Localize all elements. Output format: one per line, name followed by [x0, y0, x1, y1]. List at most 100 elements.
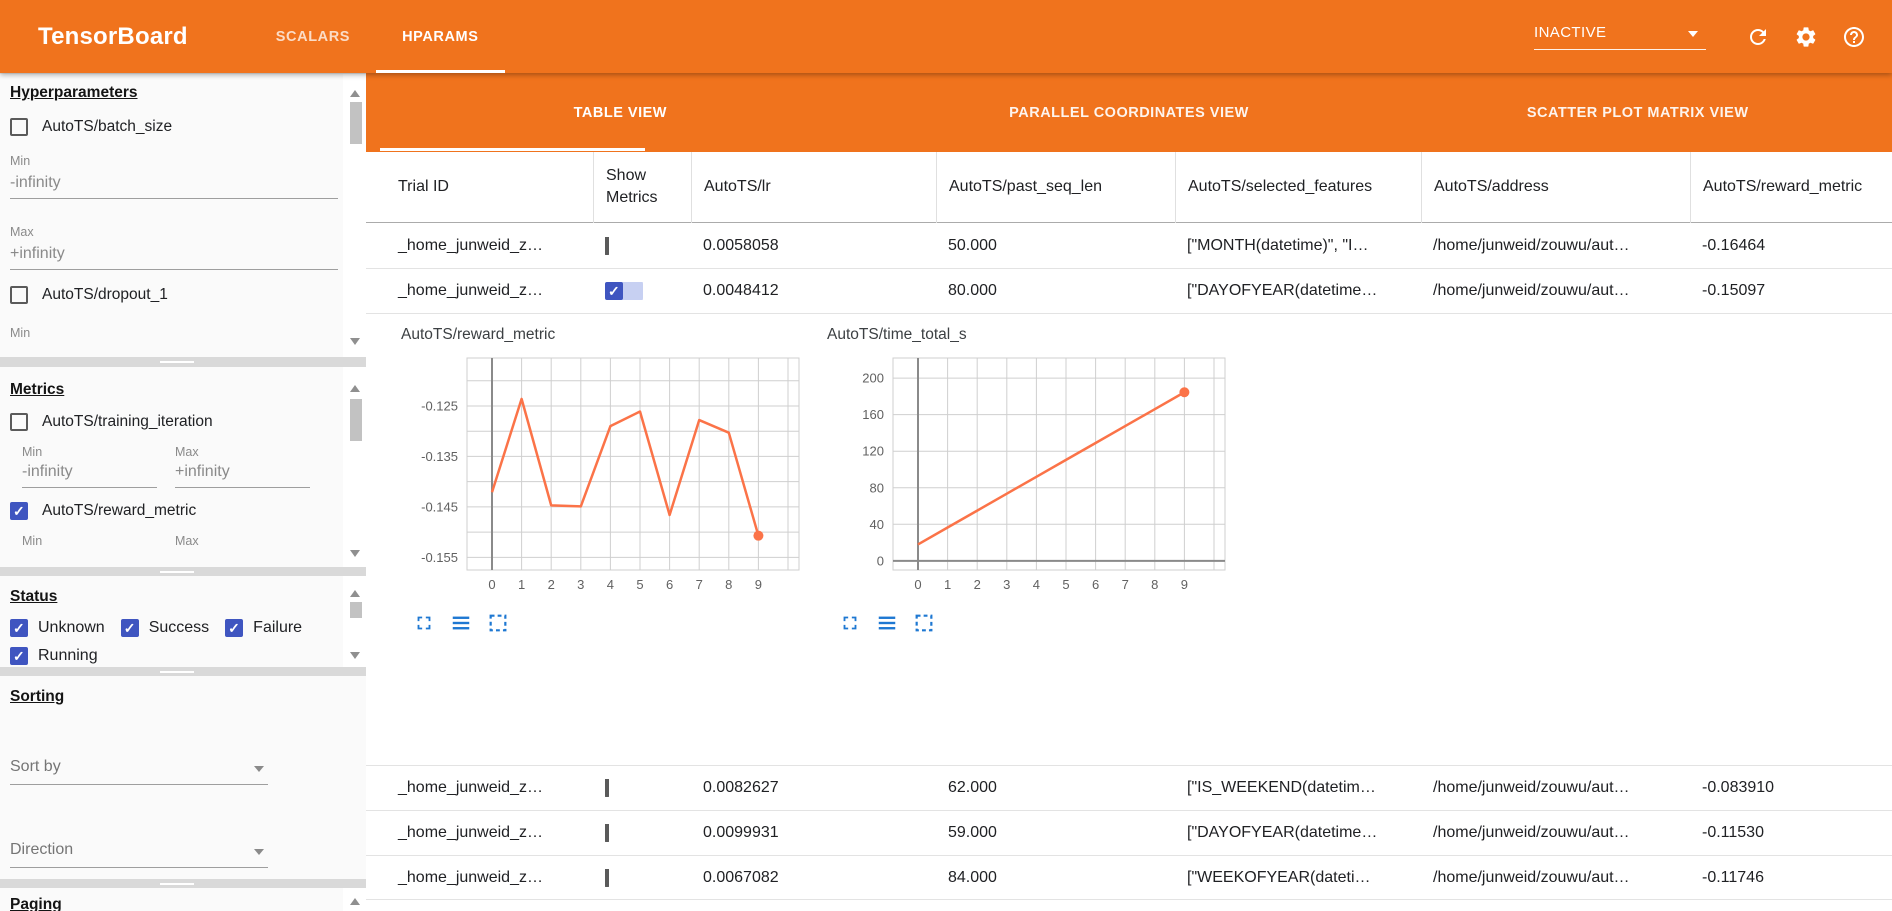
training-iteration-checkbox[interactable] [10, 413, 28, 431]
reward-metric-cell: -0.11746 [1702, 868, 1764, 886]
status-success[interactable]: Success [120, 619, 209, 637]
col-reward-metric[interactable]: AutoTS/reward_metric [1690, 151, 1892, 223]
scrollbar-track[interactable] [343, 367, 366, 567]
batch-size-min-input[interactable] [10, 172, 338, 199]
scroll-up-icon[interactable] [350, 898, 360, 905]
dropout-checkbox[interactable] [10, 286, 28, 304]
training-iteration-max-input[interactable] [175, 461, 310, 488]
direction-select[interactable]: Direction [10, 841, 268, 868]
status-options: Unknown Success Failure Running [10, 619, 322, 665]
table-row[interactable]: _home_junweid_z… 0.0058058 50.000 ["MONT… [366, 223, 1892, 268]
view-data-button[interactable] [450, 612, 472, 634]
scrollbar-thumb[interactable] [350, 602, 362, 618]
view-data-button[interactable] [876, 612, 898, 634]
trial-id-cell: _home_junweid_z… [398, 824, 543, 841]
metric-training-iteration[interactable]: AutoTS/training_iteration [10, 413, 338, 431]
scrollbar-track[interactable] [343, 576, 366, 667]
panel-resize-handle[interactable] [0, 667, 366, 677]
status-failure[interactable]: Failure [225, 619, 302, 637]
select-region-button[interactable] [913, 612, 935, 634]
panel-resize-handle[interactable] [0, 879, 366, 889]
col-show-metrics[interactable]: Show Metrics [593, 151, 691, 223]
sort-by-select[interactable]: Sort by [10, 758, 268, 785]
scrollbar-track[interactable] [343, 74, 366, 357]
scroll-up-icon[interactable] [350, 385, 360, 392]
table-row[interactable]: _home_junweid_z… 0.0082627 62.000 ["IS_W… [366, 765, 1892, 810]
tab-parallel-coordinates-view[interactable]: PARALLEL COORDINATES VIEW [1009, 104, 1249, 121]
svg-text:0: 0 [877, 553, 884, 568]
panel-resize-handle[interactable] [0, 567, 366, 577]
reward-metric-cell: -0.083910 [1702, 779, 1775, 796]
tab-hparams[interactable]: HPARAMS [376, 0, 505, 73]
chevron-down-icon [254, 849, 264, 855]
batch-size-checkbox[interactable] [10, 118, 28, 136]
col-trial-id[interactable]: Trial ID [398, 178, 449, 195]
line-chart[interactable]: 200 160 120 80 40 0 0 1 2 3 4 5 6 7 8 9 [823, 352, 1233, 602]
scroll-up-icon[interactable] [350, 90, 360, 97]
table-row[interactable]: _home_junweid_z… 0.0067082 84.000 ["WEEK… [366, 855, 1892, 900]
training-iteration-min-input[interactable] [22, 461, 157, 488]
expand-chart-button[interactable] [839, 612, 861, 634]
col-past-seq-len[interactable]: AutoTS/past_seq_len [936, 151, 1175, 223]
active-tab-indicator [380, 148, 645, 151]
lr-cell: 0.0082627 [703, 779, 779, 796]
col-selected-features[interactable]: AutoTS/selected_features [1175, 151, 1421, 223]
scroll-down-icon[interactable] [350, 652, 360, 659]
lr-cell: 0.0067082 [703, 868, 779, 886]
col-lr[interactable]: AutoTS/lr [691, 151, 936, 223]
svg-text:6: 6 [666, 577, 673, 592]
table-row[interactable]: _home_junweid_z… 0.0048412 80.000 ["DAYO… [366, 268, 1892, 313]
show-metrics-checkbox[interactable] [605, 282, 623, 300]
reward-metric-checkbox[interactable] [10, 502, 28, 520]
status-running[interactable]: Running [10, 647, 98, 665]
scroll-down-icon[interactable] [350, 550, 360, 557]
hparam-dropout[interactable]: AutoTS/dropout_1 [10, 286, 338, 304]
show-metrics-checkbox[interactable] [605, 868, 609, 887]
svg-text:-0.125: -0.125 [421, 398, 458, 413]
rows-icon [452, 616, 470, 630]
running-checkbox[interactable] [10, 647, 28, 665]
help-button[interactable] [1842, 25, 1866, 49]
settings-button[interactable] [1794, 25, 1818, 49]
reload-button[interactable] [1746, 25, 1770, 49]
tab-scatter-plot-matrix-view[interactable]: SCATTER PLOT MATRIX VIEW [1526, 104, 1749, 121]
tab-table-view[interactable]: TABLE VIEW [366, 73, 875, 152]
show-metrics-checkbox[interactable] [605, 779, 609, 797]
svg-text:4: 4 [1033, 577, 1040, 592]
panel-resize-handle[interactable] [0, 357, 366, 367]
fullscreen-icon [843, 616, 857, 630]
metric-reward[interactable]: AutoTS/reward_metric [10, 502, 338, 520]
past-seq-len-cell: 62.000 [948, 779, 997, 796]
run-status-select[interactable]: INACTIVE [1534, 24, 1706, 50]
help-icon [1844, 26, 1864, 47]
lr-cell: 0.0099931 [703, 824, 779, 841]
trial-id-cell: _home_junweid_z… [398, 236, 543, 254]
table-row[interactable]: _home_junweid_z… 0.0099931 59.000 ["DAYO… [366, 810, 1892, 855]
expand-chart-button[interactable] [413, 612, 435, 634]
batch-size-max-input[interactable] [10, 243, 338, 270]
sorting-heading: Sorting [10, 688, 65, 705]
hparams-main: TABLE VIEW PARALLEL COORDINATES VIEW SCA… [366, 73, 1892, 911]
scroll-up-icon[interactable] [350, 590, 360, 597]
status-unknown[interactable]: Unknown [10, 619, 105, 637]
show-metrics-checkbox[interactable] [605, 236, 609, 255]
selected-features-cell: ["WEEKOFYEAR(dateti… [1187, 868, 1371, 886]
failure-checkbox[interactable] [225, 619, 244, 637]
scrollbar-thumb[interactable] [350, 102, 362, 144]
col-address[interactable]: AutoTS/address [1421, 151, 1690, 223]
reward-metric-cell: -0.11530 [1702, 824, 1764, 841]
scrollbar-thumb[interactable] [350, 399, 362, 441]
svg-text:8: 8 [725, 577, 732, 592]
unknown-checkbox[interactable] [10, 619, 28, 637]
svg-text:8: 8 [1151, 577, 1158, 592]
hparam-batch-size[interactable]: AutoTS/batch_size [10, 118, 338, 136]
scroll-down-icon[interactable] [350, 338, 360, 345]
select-region-button[interactable] [487, 612, 509, 634]
reward-metric-chart: AutoTS/reward_metric -0.125 -0.135 -0.145-… [397, 326, 807, 634]
show-metrics-checkbox[interactable] [605, 824, 609, 842]
line-chart[interactable]: -0.125 -0.135 -0.145 -0.155 0 1 2 3 4 5 6 7 8 9 [397, 352, 807, 602]
tab-scalars[interactable]: SCALARS [275, 28, 351, 45]
success-checkbox[interactable] [120, 619, 139, 637]
metrics-heading: Metrics [10, 381, 65, 398]
